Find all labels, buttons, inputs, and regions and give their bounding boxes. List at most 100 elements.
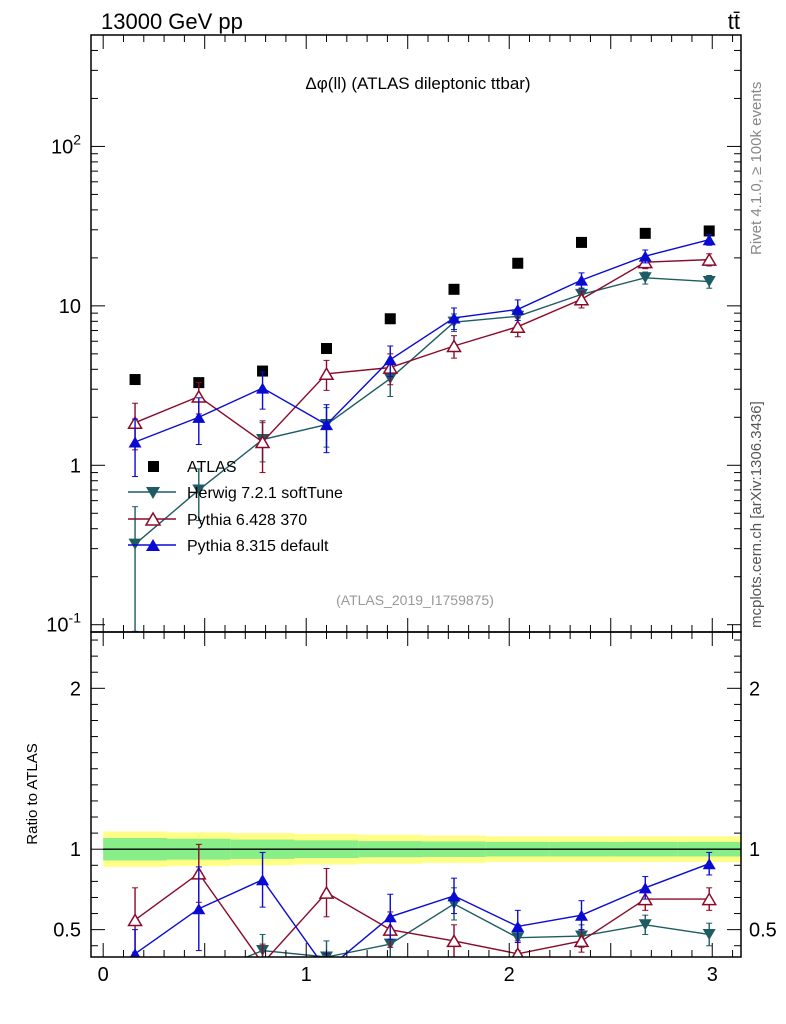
data-point [256,382,270,394]
ratio-frame [90,631,742,958]
series-line [134,239,710,443]
legend-label-herwig: Herwig 7.2.1 softTune [187,485,343,502]
ratio-point [511,946,524,957]
ratio-y-label-left: 0.5 [53,920,81,942]
data-point [448,283,460,295]
legend: ATLAS Herwig 7.2.1 softTune Pythia 6.428… [128,459,343,555]
ratio-y-label-right: 2 [749,678,760,700]
legend-marker-pythia8 [146,539,160,551]
data-point [321,343,333,355]
ratio-line [244,903,710,957]
ratio-point [320,964,333,975]
data-point [702,234,716,246]
chart-title: Δφ(ll) (ATLAS dileptonic ttbar) [305,74,530,93]
series-2 [127,252,718,474]
data-point [192,484,206,496]
header-left: 13000 GeV pp [101,9,243,34]
ratio-point [256,874,270,886]
data-point [703,225,715,237]
legend-marker-atlas [148,461,159,472]
ratio-line [134,872,710,957]
ratio-point [575,909,589,921]
ratio-point [129,990,142,1001]
ratio-data [127,843,718,1001]
ratio-point [192,903,206,915]
ratio-y-label-left: 2 [70,678,81,700]
ratio-y-label-right: 0.5 [749,920,777,942]
ratio-y-label-right: 1 [749,839,760,861]
legend-label-pythia8: Pythia 8.315 default [187,538,329,555]
data-point [638,250,652,262]
data-point [384,313,396,325]
data-point [383,354,397,366]
legend-label-atlas: ATLAS [187,459,237,476]
ratio-panel: 0.5 0.5 1 1 2 2 0 1 2 3 Ratio to ATLAS [24,631,777,1001]
main-data [127,225,718,632]
data-point [192,411,206,423]
ratio-y-label-left: 1 [70,839,81,861]
x-tick-label: 3 [707,964,718,986]
ratio-ylabel: Ratio to ATLAS [24,743,41,844]
ratio-point [129,948,141,957]
data-point [320,419,334,431]
analysis-label: (ATLAS_2019_I1759875) [336,592,494,608]
ratio-point [511,920,525,932]
ratio-point [127,912,143,927]
data-point [509,319,526,333]
series-line [134,277,710,545]
legend-item-herwig: Herwig 7.2.1 softTune [128,485,343,502]
ratio-point [262,956,263,957]
data-point [575,274,589,286]
data-point [639,227,651,239]
ratio-series-1 [127,843,718,957]
legend-marker-pythia6 [144,511,162,526]
ratio-line [134,863,710,957]
series-1 [128,271,716,632]
data-point [638,272,652,284]
ratio-point [318,885,335,899]
ratio-point [702,858,716,870]
data-point [318,366,335,381]
series-0 [129,225,715,389]
ratio-point [638,882,652,894]
data-point [254,434,271,449]
rivet-label: Rivet 4.1.0, ≥ 100k events [748,82,765,255]
y-tick-label: 102 [51,131,81,158]
data-point [573,292,590,306]
legend-item-pythia8: Pythia 8.315 default [128,538,329,555]
mcplots-label: mcplots.cern.ch [arXiv:1306.3436] [748,401,765,628]
data-point [512,257,524,269]
ratio-point [573,933,590,948]
data-point [701,252,718,266]
ratio-series-2 [129,851,716,975]
data-point [128,538,142,550]
x-tick-label: 1 [301,964,312,986]
series-3 [128,234,716,478]
y-tick-label: 10-1 [46,610,81,637]
ratio-point [447,890,461,902]
x-tick-label: 2 [504,964,515,986]
ratio-point [446,933,462,948]
data-point [446,338,462,353]
ratio-point [192,971,205,982]
legend-marker-herwig [146,487,160,499]
data-point [576,236,588,248]
ratio-point [702,928,716,941]
ratio-axis-ticks: 0.5 0.5 1 1 2 2 0 1 2 3 [53,632,777,986]
series-line [134,258,710,443]
main-panel: 10-1 1 10 102 Δφ(ll) (ATLAS dileptonic ttba… [46,34,742,637]
header-right: tt̄ [728,9,740,34]
data-point [129,374,141,386]
data-point [511,303,525,315]
legend-item-atlas: ATLAS [148,459,237,476]
data-point [128,436,142,448]
x-tick-label: 0 [98,964,109,986]
data-point [447,312,461,324]
data-point [257,365,269,377]
ratio-point [701,892,718,906]
y-tick-label: 1 [70,455,81,477]
ratio-point [383,911,397,923]
ratio-point [638,919,652,931]
data-point [702,276,716,288]
